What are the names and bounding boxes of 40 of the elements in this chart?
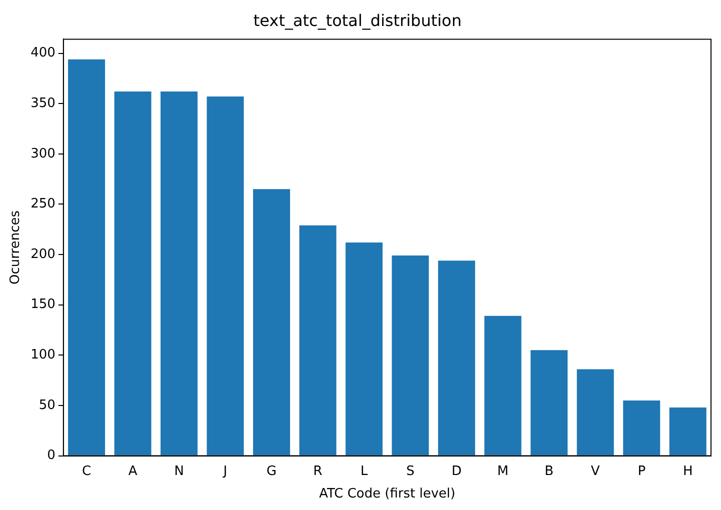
bar: [530, 350, 568, 456]
bar: [114, 92, 152, 456]
x-tick-label: M: [497, 464, 508, 479]
x-tick-label: R: [313, 464, 322, 479]
y-tick-label: 350: [30, 96, 56, 111]
y-tick-label: 250: [30, 196, 56, 212]
bar: [299, 225, 336, 456]
bar: [392, 256, 429, 456]
bar: [669, 408, 706, 456]
y-tick-label: 50: [38, 398, 56, 413]
x-tick-label: G: [266, 464, 277, 479]
bar: [160, 92, 198, 456]
x-tick-label: C: [82, 464, 92, 479]
x-axis-title: ATC Code (first level): [319, 486, 456, 502]
y-tick-label: 0: [47, 448, 56, 464]
x-tick-label: B: [544, 464, 554, 479]
bar: [484, 316, 522, 456]
y-tick-label: 100: [30, 348, 56, 363]
x-tick-label: S: [406, 464, 414, 479]
bar: [623, 400, 660, 456]
x-tick-label: P: [638, 464, 646, 479]
y-tick-label: 200: [30, 246, 56, 262]
x-tick-label: V: [590, 464, 600, 479]
bar: [576, 369, 614, 456]
y-tick-label: 300: [30, 146, 56, 162]
x-tick-label: H: [682, 464, 693, 479]
x-tick-label: L: [360, 464, 368, 479]
x-tick-label: J: [222, 464, 228, 479]
chart-title: text_atc_total_distribution: [253, 10, 462, 30]
x-tick-label: N: [174, 464, 184, 479]
bar: [253, 189, 290, 456]
bar: [68, 59, 106, 456]
y-tick-label: 150: [30, 297, 56, 312]
x-tick-label: D: [452, 464, 462, 479]
y-axis-title: Ocurrences: [8, 210, 24, 284]
bar: [346, 242, 383, 456]
bar: [206, 96, 244, 456]
bar: [438, 260, 476, 456]
y-tick-label: 400: [30, 46, 56, 61]
x-tick-label: A: [128, 464, 138, 479]
